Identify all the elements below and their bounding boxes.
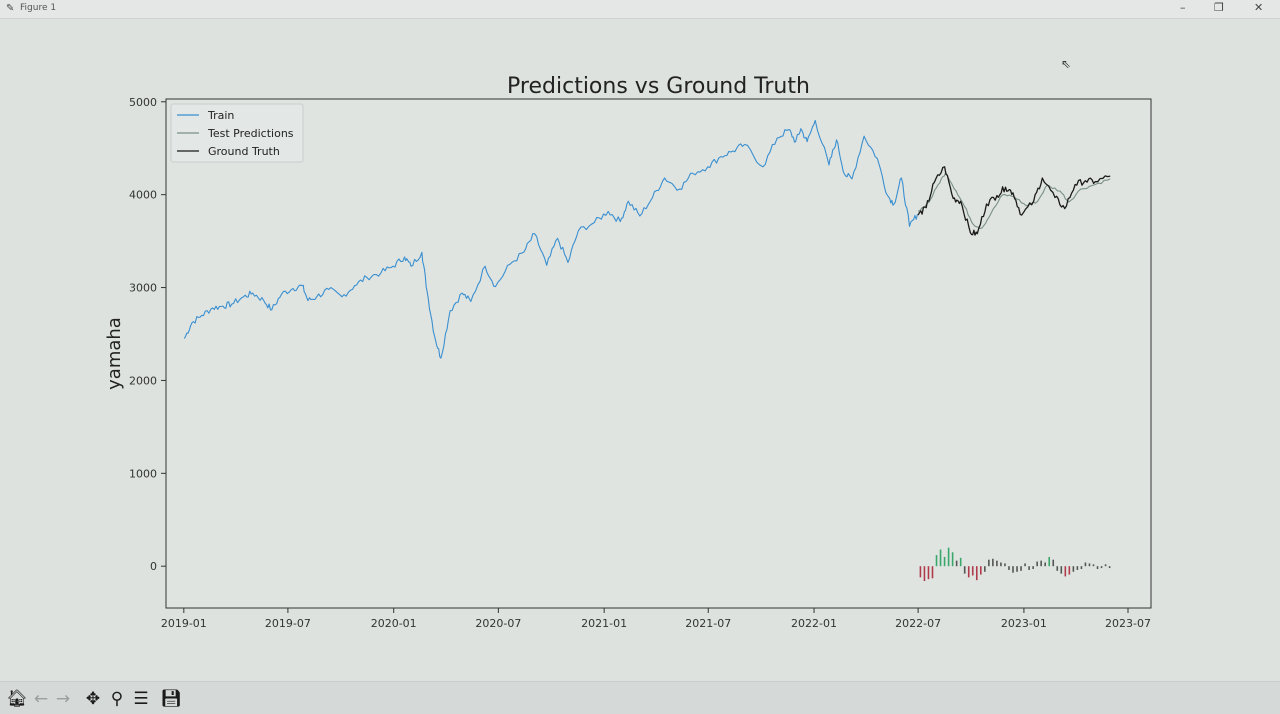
window-title: Figure 1 bbox=[20, 3, 57, 13]
x-tick-label: 2019-07 bbox=[265, 617, 311, 630]
home-icon[interactable]: 🏠︎ bbox=[6, 689, 28, 709]
x-tick-label: 2020-01 bbox=[371, 617, 417, 630]
navigation-toolbar: 🏠︎ ← → ✥ ⚲ ☰ 💾︎ bbox=[0, 681, 1280, 714]
x-tick-label: 2022-07 bbox=[895, 617, 941, 630]
series-line-train bbox=[183, 119, 919, 359]
minimize-icon[interactable]: – bbox=[1180, 1, 1186, 14]
y-axis-label: yamaha bbox=[104, 317, 125, 390]
x-tick-label: 2020-07 bbox=[475, 617, 521, 630]
legend-box bbox=[170, 103, 304, 163]
back-icon[interactable]: ← bbox=[33, 689, 49, 709]
y-tick-label: 2000 bbox=[129, 374, 157, 387]
restore-icon[interactable]: ❐ bbox=[1214, 1, 1224, 14]
figure-canvas[interactable]: Predictions vs Ground Truth yamaha 0 1000 20… bbox=[0, 19, 1280, 681]
x-tick-label: 2023-07 bbox=[1105, 617, 1151, 630]
mouse-cursor-icon: ⇖ bbox=[1061, 57, 1072, 71]
forward-icon[interactable]: → bbox=[55, 689, 71, 709]
zoom-icon[interactable]: ⚲ bbox=[110, 689, 124, 709]
y-tick-label: 1000 bbox=[129, 467, 157, 480]
save-icon[interactable]: 💾︎ bbox=[160, 689, 182, 709]
legend-label: Ground Truth bbox=[208, 145, 280, 158]
legend-label: Train bbox=[207, 109, 234, 122]
chart[interactable]: Predictions vs Ground Truth yamaha 0 1000 20… bbox=[0, 19, 1280, 681]
x-tick-label: 2021-07 bbox=[685, 617, 731, 630]
x-tick-label: 2022-01 bbox=[791, 617, 837, 630]
close-icon[interactable]: ✕ bbox=[1254, 1, 1264, 14]
x-tick-label: 2019-01 bbox=[161, 617, 207, 630]
matplotlib-icon: ✎ bbox=[6, 3, 15, 14]
legend: Train Test Predictions Ground Truth bbox=[170, 103, 304, 163]
series-line-ground-truth bbox=[917, 166, 1111, 236]
window-titlebar: ✎ Figure 1 – ❐ ✕ bbox=[0, 0, 1280, 19]
legend-label: Test Predictions bbox=[207, 127, 294, 140]
y-tick-label: 3000 bbox=[129, 282, 157, 295]
y-tick-label: 0 bbox=[150, 560, 157, 573]
x-tick-label: 2021-01 bbox=[581, 617, 627, 630]
y-tick-label: 5000 bbox=[129, 96, 157, 109]
pan-icon[interactable]: ✥ bbox=[85, 689, 101, 709]
y-tick-label: 4000 bbox=[129, 189, 157, 202]
chart-title: Predictions vs Ground Truth bbox=[507, 74, 810, 99]
x-tick-label: 2023-01 bbox=[1001, 617, 1047, 630]
axes-frame bbox=[165, 98, 1152, 609]
configure-subplots-icon[interactable]: ☰ bbox=[133, 689, 149, 709]
